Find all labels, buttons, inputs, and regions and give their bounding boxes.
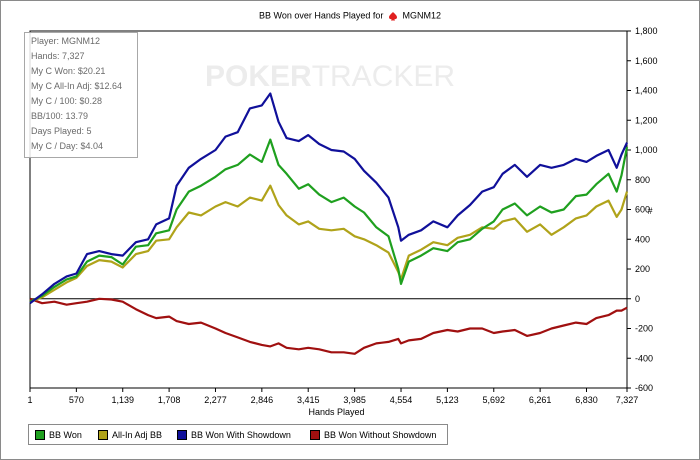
legend-swatch (310, 429, 320, 440)
stat-line: Hands: 7,327 (31, 51, 85, 61)
legend-swatch (98, 429, 108, 440)
stat-line: My C / 100: $0.28 (31, 96, 103, 106)
x-tick-label: 570 (69, 395, 84, 405)
legend-swatch (177, 429, 187, 440)
chart-legend: BB Won All-In Adj BB BB Won With Showdown B… (28, 424, 448, 445)
y-tick-label: 1,600 (635, 56, 658, 66)
x-tick-label: 1,139 (111, 395, 134, 405)
x-tick-label: 1 (27, 395, 32, 405)
series-line-all-in-adj-bb (29, 184, 629, 303)
legend-label: BB Won With Showdown (191, 429, 291, 440)
y-tick-label: 800 (635, 175, 650, 185)
legend-item: BB Won Without Showdown (310, 428, 436, 441)
stats-panel: Player: MGNM12 Hands: 7,327 My C Won: $20.… (24, 32, 138, 158)
stat-line: My C / Day: $4.04 (31, 141, 104, 151)
y-tick-label: 200 (635, 264, 650, 274)
x-axis-label: Hands Played (308, 407, 364, 417)
stat-line: My C Won: $20.21 (31, 66, 106, 76)
y-tick-label: 0 (635, 294, 640, 304)
legend-item: BB Won (35, 428, 82, 441)
x-tick-label: 5,123 (436, 395, 459, 405)
stat-line: Player: MGNM12 (31, 36, 101, 46)
legend-swatch (35, 429, 45, 440)
legend-label: BB Won Without Showdown (324, 429, 437, 440)
y-tick-label: 400 (635, 234, 650, 244)
x-tick-label: 7,327 (616, 395, 639, 405)
chart-title: BB Won over Hands Played for MGNM12 (0, 10, 700, 21)
x-tick-label: 4,554 (390, 395, 413, 405)
chart-title-text: BB Won over Hands Played for (259, 10, 384, 21)
y-tick-label: -400 (635, 353, 653, 363)
legend-item: All-In Adj BB (98, 428, 162, 441)
stat-line: My C All-In Adj: $12.64 (31, 81, 123, 91)
watermark-right: TRACKER (312, 60, 455, 93)
stat-line: Days Played: 5 (31, 126, 92, 136)
stat-line: BB/100: 13.79 (31, 111, 89, 121)
watermark-left: POKER (205, 60, 312, 93)
pokertracker-logo-icon (388, 11, 397, 21)
y-tick-label: 600 (635, 205, 650, 215)
y-tick-label: 1,000 (635, 145, 658, 155)
y-axis-label: # (647, 206, 652, 216)
series-line-bb-won (29, 138, 629, 303)
legend-item: BB Won With Showdown (177, 428, 291, 441)
y-tick-label: -600 (635, 383, 653, 393)
chart-title-player: MGNM12 (402, 10, 441, 21)
x-tick-label: 2,277 (204, 395, 227, 405)
legend-label: All-In Adj BB (112, 429, 163, 440)
x-tick-label: 5,692 (482, 395, 505, 405)
x-tick-label: 6,830 (575, 395, 598, 405)
y-tick-label: 1,800 (635, 26, 658, 36)
x-tick-label: 3,985 (343, 395, 366, 405)
x-tick-label: 6,261 (529, 395, 552, 405)
x-tick-label: 1,708 (158, 395, 181, 405)
series-line-bb-won-without-showdown (29, 297, 628, 355)
watermark-text: POKERTRACKER (205, 60, 455, 93)
legend-label: BB Won (49, 429, 82, 440)
x-tick-label: 2,846 (251, 395, 274, 405)
y-tick-label: 1,400 (635, 86, 658, 96)
y-tick-label: -200 (635, 324, 653, 334)
x-tick-label: 3,415 (297, 395, 320, 405)
series-line-bb-won-with-showdown (29, 92, 628, 305)
y-tick-label: 1,200 (635, 115, 658, 125)
